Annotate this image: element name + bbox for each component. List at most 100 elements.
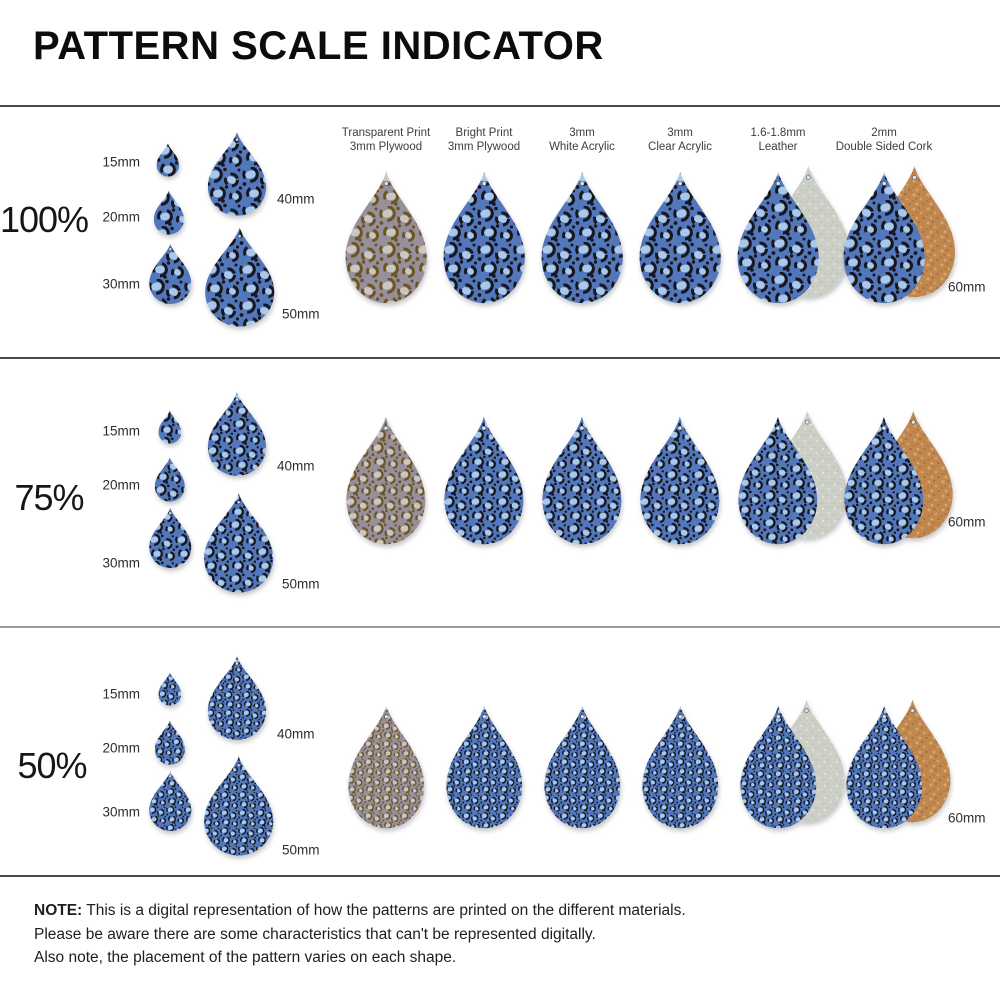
teardrop-white-acrylic-front [544,705,620,829]
size-label-15mm: 15mm [102,423,140,439]
teardrop-leather [740,699,845,829]
material-header-bright-plywood: Bright Print 3mm Plywood [404,126,564,154]
hanging-hole [677,181,683,186]
teardrop-transparent-plywood-front [348,705,424,829]
teardrop-20mm [154,190,184,235]
hanging-hole [804,419,810,425]
teardrop-leather [737,165,849,304]
hanging-hole [579,714,585,719]
teardrop-cork [846,699,951,829]
hanging-hole [579,425,585,431]
teardrop-20mm-front [155,457,185,502]
note-line-1: NOTE: This is a digital representation o… [34,899,686,923]
hanging-hole [235,397,239,402]
hanging-hole [168,774,172,779]
teardrop-clear-acrylic [639,171,721,304]
teardrop-20mm-front [154,190,184,235]
divider [0,875,1000,877]
teardrop-white-acrylic-front [542,416,622,545]
hanging-hole [677,425,683,431]
size-label-15mm: 15mm [102,686,140,702]
teardrop-15mm-front [156,143,180,177]
material-header-line2: Double Sided Cork [835,141,933,153]
hanging-hole [881,714,887,719]
teardrop-transparent-plywood-front [346,416,426,545]
size-label-60mm: 60mm [948,514,986,530]
teardrop-bright-plywood [443,171,525,304]
size-label-30mm: 30mm [102,276,140,292]
teardrop-30mm-front [148,770,191,832]
size-label-40mm: 40mm [277,726,315,742]
size-label-50mm: 50mm [282,306,320,322]
material-header-leather: 1.6-1.8mm Leather [698,126,858,154]
scale-label-50: 50% [17,745,87,786]
material-header-transparent-plywood: Transparent Print 3mm Plywood [306,126,466,154]
hanging-hole [803,708,809,713]
material-header-line1: Bright Print [455,127,513,139]
hanging-hole [775,425,781,431]
teardrop-bright-plywood [446,705,522,829]
teardrop-40mm [207,656,267,740]
teardrop-30mm [148,770,191,832]
teardrop-leather [738,410,847,545]
material-header-line2: Leather [758,141,798,153]
note-line-1-text: This is a digital representation of how … [86,902,686,919]
teardrop-white-acrylic-front [541,171,623,304]
teardrop-leather-front [737,171,819,304]
teardrop-clear-acrylic [642,705,718,829]
size-label-20mm: 20mm [102,740,140,756]
hanging-hole [775,181,781,186]
divider [0,357,1000,359]
teardrop-leather-front [740,705,816,829]
teardrop-transparent-plywood [345,171,427,304]
teardrop-clear-acrylic-front [642,705,718,829]
note-text: NOTE: This is a digital representation o… [34,899,686,970]
hanging-hole [775,714,781,719]
hanging-hole [481,181,487,186]
teardrop-30mm [148,507,191,569]
material-header-line1: 1.6-1.8mm [750,127,806,139]
note-label: NOTE: [34,902,83,919]
teardrop-bright-plywood-front [444,416,524,545]
material-header-line1: 2mm [871,127,897,139]
teardrop-30mm [148,243,191,305]
teardrop-20mm [155,457,185,502]
hanging-hole [235,661,239,666]
material-header-white-acrylic: 3mm White Acrylic [502,126,662,154]
teardrop-clear-acrylic [640,416,720,545]
material-header-line2: White Acrylic [549,141,615,153]
size-label-40mm: 40mm [277,191,315,207]
teardrop-transparent-plywood-front [345,171,427,304]
teardrop-40mm [207,132,267,216]
hanging-hole [168,247,172,252]
material-header-line1: Transparent Print [341,127,431,139]
teardrop-15mm [158,672,182,706]
teardrop-15mm-front [158,672,182,706]
teardrop-transparent-plywood [348,705,424,829]
hanging-hole [881,425,887,431]
teardrop-cork-front [843,171,925,304]
hanging-hole [383,714,389,719]
hanging-hole [238,234,242,239]
material-header-line2: 3mm Plywood [349,141,423,153]
teardrop-bright-plywood-front [446,705,522,829]
teardrop-bright-plywood-front [443,171,525,304]
teardrop-50mm-front [205,227,275,327]
teardrop-50mm [205,227,275,327]
teardrop-40mm-front [207,392,267,476]
size-label-15mm: 15mm [102,154,140,170]
teardrop-30mm-front [148,243,191,305]
material-header-line2: 3mm Plywood [447,141,521,153]
hanging-hole [881,181,887,186]
teardrop-15mm [158,410,182,444]
teardrop-cork [843,165,955,304]
hanging-hole [481,714,487,719]
teardrop-20mm [155,720,185,765]
size-label-20mm: 20mm [102,477,140,493]
page-title: PATTERN SCALE INDICATOR [33,24,604,68]
teardrop-cork-front [844,416,924,545]
hanging-hole [909,708,915,713]
scale-label-100: 100% [0,199,89,240]
size-label-30mm: 30mm [102,555,140,571]
